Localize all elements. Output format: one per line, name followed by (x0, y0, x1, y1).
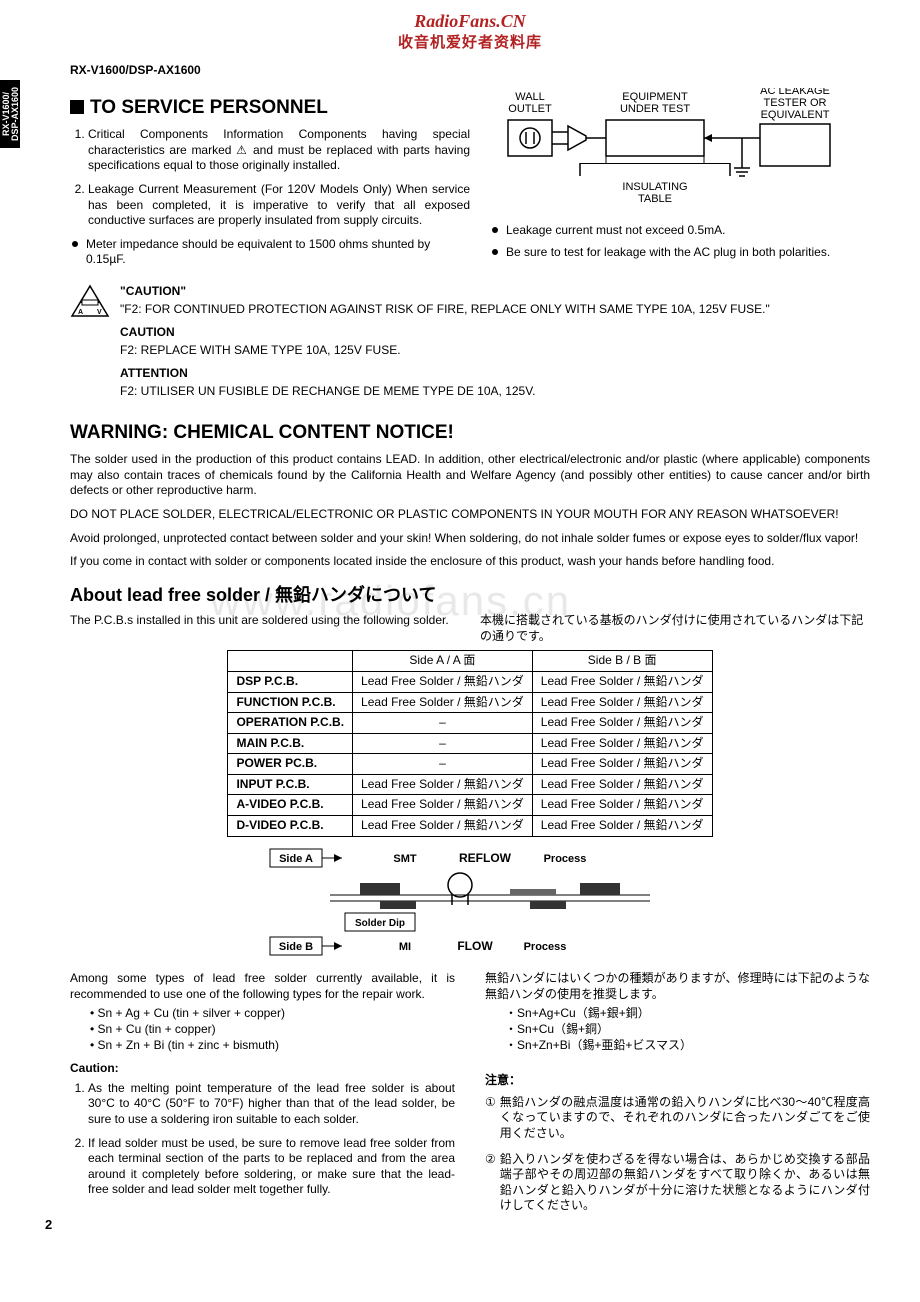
svg-text:SMT: SMT (393, 853, 417, 865)
table-cell: FUNCTION P.C.B. (228, 692, 353, 713)
table-cell: – (353, 733, 533, 754)
table-cell: Lead Free Solder / 無鉛ハンダ (353, 774, 533, 795)
svg-text:OUTLET: OUTLET (508, 103, 552, 115)
list-item: Sn + Cu (tin + copper) (90, 1022, 455, 1038)
caution-label: "CAUTION" (120, 284, 870, 300)
process-diagram: Side A SMT REFLOW Process Solder Dip (70, 847, 870, 962)
solder-types-list-en: Sn + Ag + Cu (tin + silver + copper) Sn … (90, 1006, 455, 1053)
warning-paragraph: If you come in contact with solder or co… (70, 554, 870, 570)
model-number: RX-V1600/DSP-AX1600 (70, 63, 870, 79)
table-cell: Lead Free Solder / 無鉛ハンダ (353, 692, 533, 713)
table-cell: INPUT P.C.B. (228, 774, 353, 795)
table-cell: Lead Free Solder / 無鉛ハンダ (532, 733, 712, 754)
caution-text: F2: REPLACE WITH SAME TYPE 10A, 125V FUS… (120, 343, 870, 359)
lead-free-intro-en: The P.C.B.s installed in this unit are s… (70, 613, 460, 644)
leakage-test-diagram: WALL OUTLET EQUIPMENT UNDER TEST AC LEAK… (490, 88, 850, 218)
table-cell: D-VIDEO P.C.B. (228, 816, 353, 837)
table-header: Side B / B 面 (532, 651, 712, 672)
table-cell: Lead Free Solder / 無鉛ハンダ (353, 671, 533, 692)
caution-label: 注意： (485, 1073, 870, 1089)
svg-text:REFLOW: REFLOW (459, 851, 512, 865)
svg-text:EQUIVALENT: EQUIVALENT (761, 109, 830, 121)
caution-list-en: As the melting point temperature of the … (70, 1081, 455, 1198)
table-cell: Lead Free Solder / 無鉛ハンダ (532, 774, 712, 795)
list-item: Leakage Current Measurement (For 120V Mo… (88, 182, 470, 229)
solder-types-list-jp: Sn+Ag+Cu（錫+銀+銅） Sn+Cu（錫+銅） Sn+Zn+Bi（錫+亜鉛… (505, 1006, 870, 1053)
list-item: Leakage current must not exceed 0.5mA. (490, 223, 870, 239)
list-item: Sn+Ag+Cu（錫+銀+銅） (505, 1006, 870, 1022)
svg-text:TABLE: TABLE (638, 193, 672, 205)
warning-paragraph: DO NOT PLACE SOLDER, ELECTRICAL/ELECTRON… (70, 507, 870, 523)
page-header: RadioFans.CN 收音机爱好者资料库 (70, 10, 870, 53)
list-item: Sn+Zn+Bi（錫+亜鉛+ビスマス） (505, 1038, 870, 1054)
table-cell: Lead Free Solder / 無鉛ハンダ (532, 671, 712, 692)
table-cell: Lead Free Solder / 無鉛ハンダ (532, 692, 712, 713)
table-cell: – (353, 713, 533, 734)
table-cell: POWER PC.B. (228, 754, 353, 775)
table-cell: A-VIDEO P.C.B. (228, 795, 353, 816)
fuse-warning-icon: A V (70, 284, 110, 318)
svg-text:INSULATING: INSULATING (622, 181, 687, 193)
warning-paragraph: The solder used in the production of thi… (70, 452, 870, 499)
list-item: Meter impedance should be equivalent to … (70, 237, 470, 268)
svg-text:Process: Process (524, 941, 567, 953)
types-intro-jp: 無鉛ハンダにはいくつかの種類がありますが、修理時には下記のような無鉛ハンダの使用… (485, 971, 870, 1002)
list-item: Sn + Ag + Cu (tin + silver + copper) (90, 1006, 455, 1022)
site-title: RadioFans.CN (70, 10, 870, 33)
caution-label: ATTENTION (120, 366, 870, 382)
lead-free-heading: About lead free solder / 無鉛ハンダについて (70, 584, 870, 607)
table-cell: – (353, 754, 533, 775)
caution-text: "F2: FOR CONTINUED PROTECTION AGAINST RI… (120, 302, 870, 318)
list-item: Be sure to test for leakage with the AC … (490, 245, 870, 261)
table-header: Side A / A 面 (353, 651, 533, 672)
section-title-service: TO SERVICE PERSONNEL (70, 96, 470, 121)
table-cell: MAIN P.C.B. (228, 733, 353, 754)
svg-text:V: V (97, 309, 102, 316)
bulleted-list-left: Meter impedance should be equivalent to … (70, 237, 470, 268)
table-cell: Lead Free Solder / 無鉛ハンダ (353, 795, 533, 816)
list-item: Sn+Cu（錫+銅） (505, 1022, 870, 1038)
list-item: ① 無鉛ハンダの融点温度は通常の鉛入りハンダに比べ30〜40℃程度高くなっていま… (485, 1095, 870, 1142)
list-item: ② 鉛入りハンダを使わざるを得ない場合は、あらかじめ交換する部品端子部やその周辺… (485, 1152, 870, 1214)
table-cell: OPERATION P.C.B. (228, 713, 353, 734)
square-bullet-icon (70, 100, 84, 114)
solder-table: Side A / A 面 Side B / B 面 DSP P.C.B.Lead… (227, 650, 712, 836)
bulleted-list-right: Leakage current must not exceed 0.5mA. B… (490, 223, 870, 260)
svg-text:MI: MI (399, 941, 411, 953)
site-subtitle: 收音机爱好者资料库 (70, 33, 870, 53)
page-number: 2 (45, 1217, 52, 1234)
caution-label: CAUTION (120, 325, 870, 341)
types-intro-en: Among some types of lead free solder cur… (70, 971, 455, 1002)
table-cell: Lead Free Solder / 無鉛ハンダ (532, 713, 712, 734)
table-cell: Lead Free Solder / 無鉛ハンダ (353, 816, 533, 837)
list-item: Sn + Zn + Bi (tin + zinc + bismuth) (90, 1038, 455, 1054)
svg-text:Process: Process (544, 853, 587, 865)
list-item: As the melting point temperature of the … (88, 1081, 455, 1128)
caution-text: F2: UTILISER UN FUSIBLE DE RECHANGE DE M… (120, 384, 870, 400)
svg-text:UNDER TEST: UNDER TEST (620, 103, 690, 115)
list-item: If lead solder must be used, be sure to … (88, 1136, 455, 1198)
list-item: Critical Components Information Componen… (88, 127, 470, 174)
svg-text:A: A (78, 309, 83, 316)
svg-text:Side A: Side A (279, 853, 313, 865)
service-numbered-list: Critical Components Information Componen… (70, 127, 470, 229)
table-cell: Lead Free Solder / 無鉛ハンダ (532, 795, 712, 816)
table-cell: Lead Free Solder / 無鉛ハンダ (532, 816, 712, 837)
svg-text:Solder Dip: Solder Dip (355, 918, 405, 929)
svg-text:AC LEAKAGE: AC LEAKAGE (760, 88, 830, 97)
svg-text:WALL: WALL (515, 91, 545, 103)
warning-heading: WARNING: CHEMICAL CONTENT NOTICE! (70, 421, 870, 446)
table-cell: Lead Free Solder / 無鉛ハンダ (532, 754, 712, 775)
svg-text:TESTER OR: TESTER OR (764, 97, 827, 109)
caution-label: Caution: (70, 1061, 455, 1077)
table-cell: DSP P.C.B. (228, 671, 353, 692)
svg-text:EQUIPMENT: EQUIPMENT (622, 91, 688, 103)
table-header (228, 651, 353, 672)
warning-paragraph: Avoid prolonged, unprotected contact bet… (70, 531, 870, 547)
svg-text:FLOW: FLOW (457, 939, 493, 953)
svg-text:Side B: Side B (279, 941, 313, 953)
lead-free-intro-jp: 本機に搭載されている基板のハンダ付けに使用されているハンダは下記の通りです。 (480, 613, 870, 644)
